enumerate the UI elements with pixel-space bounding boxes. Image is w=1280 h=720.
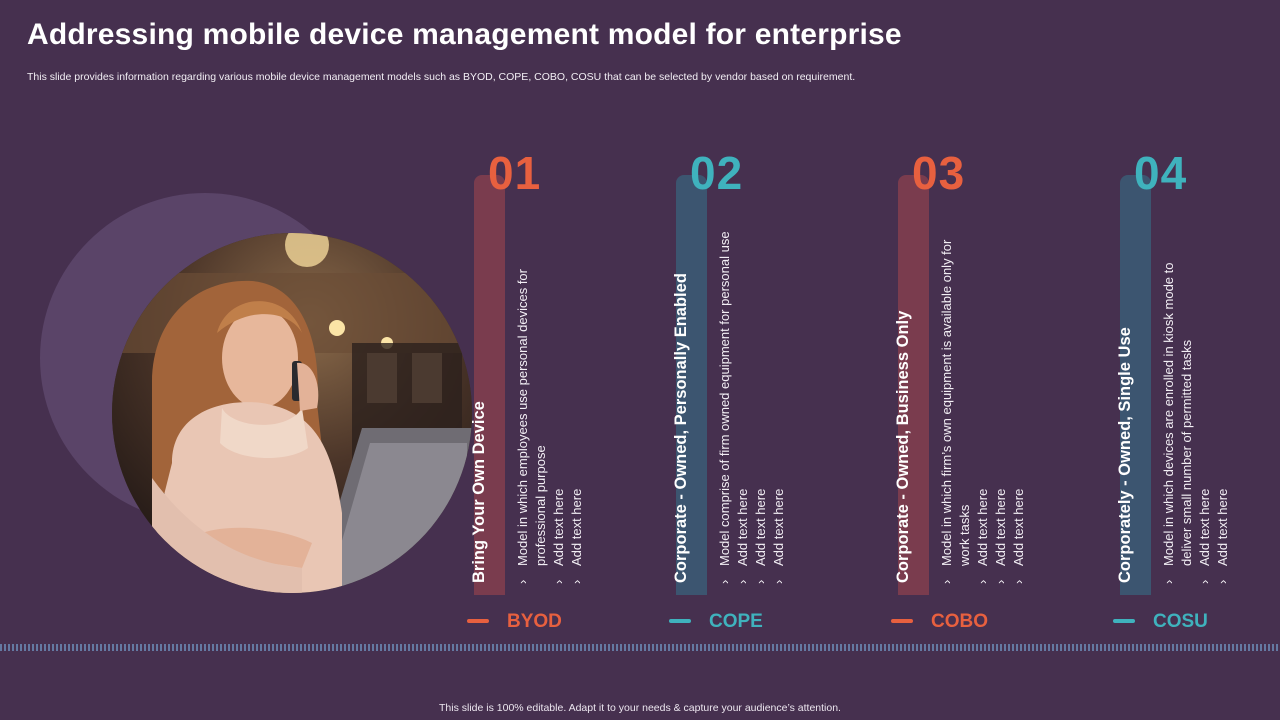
column-description: Model in which devices are enrolled in k… <box>1160 224 1232 584</box>
tag-dash <box>891 619 913 623</box>
list-item: Add text here <box>752 224 770 584</box>
list-item: Model in which firm’s own equipment is a… <box>938 224 974 584</box>
column-number: 03 <box>912 147 966 199</box>
model-column-cobo: 03 Corporate - Owned, Business Only Mode… <box>891 147 1058 640</box>
list-item: Model in which devices are enrolled in k… <box>1160 224 1196 584</box>
list-item: Add text here <box>992 224 1010 584</box>
list-item: Add text here <box>734 224 752 584</box>
tag-dash <box>669 619 691 623</box>
list-item: Model in which employees use personal de… <box>514 224 550 584</box>
column-bar <box>474 175 505 595</box>
column-bar <box>676 175 707 595</box>
model-tag: COPE <box>709 611 763 632</box>
model-column-byod: 01 Bring Your Own Device Model in which … <box>467 147 634 640</box>
column-bar <box>898 175 929 595</box>
list-item: Model comprise of firm owned equipment f… <box>716 224 734 584</box>
model-column-cope: 02 Corporate - Owned, Personally Enabled… <box>669 147 836 640</box>
column-heading: Bring Your Own Device <box>470 401 488 583</box>
model-column-cosu: 04 Corporately - Owned, Single Use Model… <box>1113 147 1280 640</box>
column-heading: Corporate - Owned, Personally Enabled <box>672 273 690 583</box>
list-item: Add text here <box>974 224 992 584</box>
model-tag: COBO <box>931 611 988 632</box>
column-heading: Corporately - Owned, Single Use <box>1116 327 1134 583</box>
column-heading: Corporate - Owned, Business Only <box>894 310 912 583</box>
list-item: Add text here <box>1196 224 1214 584</box>
column-bar <box>1120 175 1151 595</box>
woman-on-phone-photo <box>112 233 472 593</box>
slide-subtitle: This slide provides information regardin… <box>27 71 856 83</box>
list-item: Add text here <box>770 224 788 584</box>
slide-footer: This slide is 100% editable. Adapt it to… <box>439 702 841 714</box>
slide-title: Addressing mobile device management mode… <box>27 18 902 51</box>
column-description: Model comprise of firm owned equipment f… <box>716 224 788 584</box>
list-item: Add text here <box>550 224 568 584</box>
column-number: 04 <box>1134 147 1188 199</box>
dotted-divider <box>0 644 1280 651</box>
column-number: 01 <box>488 147 542 199</box>
tag-dash <box>467 619 489 623</box>
list-item: Add text here <box>1010 224 1028 584</box>
list-item: Add text here <box>1214 224 1232 584</box>
photo-group <box>40 193 472 593</box>
model-tag: COSU <box>1153 611 1208 632</box>
model-tag: BYOD <box>507 611 562 632</box>
list-item: Add text here <box>568 224 586 584</box>
column-description: Model in which employees use personal de… <box>514 224 586 584</box>
column-number: 02 <box>690 147 744 199</box>
tag-dash <box>1113 619 1135 623</box>
column-description: Model in which firm’s own equipment is a… <box>938 224 1028 584</box>
